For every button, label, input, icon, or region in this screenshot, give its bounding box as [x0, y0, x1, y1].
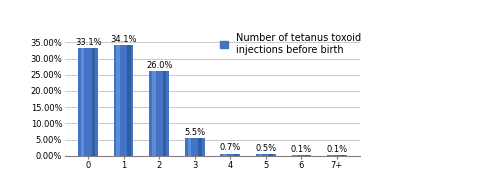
Bar [294, 155, 298, 156]
Bar [327, 155, 346, 156]
Bar [152, 71, 156, 156]
Legend: Number of tetanus toxoid
injections before birth: Number of tetanus toxoid injections befo… [220, 33, 361, 55]
Text: 0.1%: 0.1% [290, 145, 312, 154]
Bar [340, 155, 344, 156]
Text: 26.0%: 26.0% [146, 61, 172, 70]
Bar [305, 155, 308, 156]
Text: 5.5%: 5.5% [184, 128, 206, 137]
Bar [198, 138, 202, 156]
Bar [185, 138, 204, 156]
Text: 33.1%: 33.1% [75, 38, 102, 47]
Bar [220, 154, 240, 156]
Bar [223, 154, 226, 156]
Bar [163, 71, 166, 156]
Bar [92, 48, 96, 156]
Bar [78, 48, 98, 156]
Text: 0.1%: 0.1% [326, 145, 347, 154]
Text: 34.1%: 34.1% [110, 35, 137, 44]
Bar [128, 45, 131, 156]
Bar [258, 154, 262, 156]
Bar [270, 154, 273, 156]
Bar [292, 155, 311, 156]
Bar [188, 138, 191, 156]
Bar [330, 155, 333, 156]
Bar [150, 71, 169, 156]
Bar [234, 154, 237, 156]
Bar [116, 45, 120, 156]
Bar [256, 154, 276, 156]
Text: 0.7%: 0.7% [220, 143, 241, 152]
Bar [114, 45, 134, 156]
Text: 0.5%: 0.5% [255, 144, 276, 153]
Bar [81, 48, 84, 156]
